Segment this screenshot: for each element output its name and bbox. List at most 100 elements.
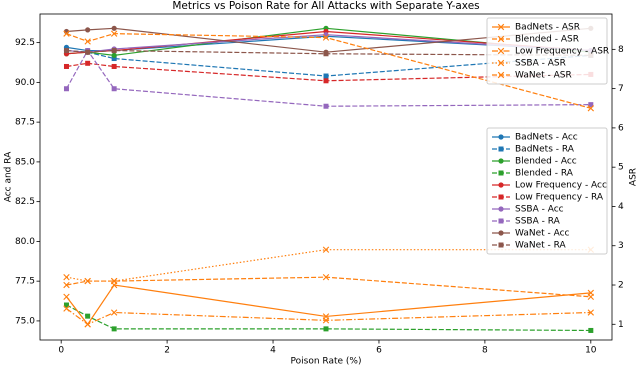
point <box>111 25 117 31</box>
legend-marker <box>498 194 504 200</box>
point <box>322 34 330 41</box>
x-tick-label: 8 <box>482 346 488 356</box>
legend-label: WaNet - RA <box>515 241 566 251</box>
legend: BadNets - ASR Blended - ASR Low Frequency … <box>486 17 609 85</box>
legend-marker <box>498 218 504 224</box>
point <box>587 105 595 112</box>
y-tick-label: 85.0 <box>15 157 35 167</box>
y2-tick-label: 7 <box>618 84 624 94</box>
x-axis-label: Poison Rate (%) <box>291 357 362 367</box>
point <box>85 313 91 319</box>
legend-marker <box>498 134 504 140</box>
x-tick-label: 6 <box>376 346 382 356</box>
legend-label: SSBA - RA <box>515 217 561 227</box>
series-line <box>66 276 591 298</box>
x-tick-label: 10 <box>585 346 597 356</box>
legend-label: Blended - Acc <box>515 157 577 167</box>
legend-label: Low Frequency - ASR <box>515 47 609 57</box>
legend-marker <box>498 242 504 248</box>
legend-box <box>486 17 608 85</box>
y-tick-label: 75.0 <box>15 316 35 326</box>
point <box>587 293 595 300</box>
y2-tick-label: 6 <box>618 123 624 133</box>
y-tick-label: 80.0 <box>15 237 35 247</box>
point <box>111 86 117 92</box>
y-tick-label: 82.5 <box>15 197 35 207</box>
point <box>85 27 91 33</box>
series-line <box>65 49 591 107</box>
legend-marker <box>497 59 505 67</box>
legend-label: BadNets - Acc <box>515 133 578 143</box>
legend-label: SSBA - Acc <box>515 205 564 215</box>
legend-label: Blended - RA <box>515 169 574 179</box>
y2-tick-label: 2 <box>618 281 624 291</box>
x-tick-label: 2 <box>164 346 170 356</box>
legend-label: WaNet - ASR <box>515 71 572 81</box>
point <box>85 60 91 66</box>
point <box>84 38 91 45</box>
y-tick-label: 92.5 <box>15 38 35 48</box>
series-line <box>66 49 591 56</box>
point <box>85 49 91 55</box>
point <box>322 273 330 281</box>
point <box>111 48 117 54</box>
legend-label: Low Frequency - Acc <box>515 181 607 191</box>
legend: BadNets - Acc BadNets - RA Blended - Acc Bl… <box>486 127 608 255</box>
point <box>588 327 594 333</box>
point <box>63 281 70 289</box>
legend-label: BadNets - ASR <box>515 23 580 33</box>
point <box>63 63 69 69</box>
point <box>63 30 70 37</box>
legend-label: WaNet - Acc <box>515 229 570 239</box>
legend-marker <box>498 146 504 152</box>
point <box>111 56 117 62</box>
y2-tick-label: 3 <box>618 241 624 251</box>
legend-marker <box>498 206 504 212</box>
point <box>587 309 595 316</box>
point <box>323 78 329 84</box>
point <box>63 302 69 308</box>
point <box>111 63 117 69</box>
point <box>323 103 329 109</box>
y2-tick-label: 4 <box>618 202 624 212</box>
legend-box <box>486 127 608 255</box>
point <box>323 326 329 332</box>
plot-frame <box>39 13 613 341</box>
point <box>111 326 117 332</box>
point <box>84 277 91 285</box>
y-tick-label: 90.0 <box>15 78 35 88</box>
chart-title: Metrics vs Poison Rate for All Attacks w… <box>172 0 479 12</box>
legend-marker <box>498 182 504 188</box>
point <box>588 102 594 108</box>
point <box>63 305 70 312</box>
point <box>323 73 329 79</box>
series-line <box>66 249 591 282</box>
point <box>322 246 330 253</box>
y2-axis-label: ASR <box>629 168 639 186</box>
legend-label: Blended - ASR <box>515 35 579 45</box>
legend-marker <box>497 35 505 43</box>
legend-marker <box>498 158 504 164</box>
point <box>322 317 330 324</box>
legend-marker <box>498 230 504 236</box>
legend-marker <box>497 23 505 31</box>
x-tick-label: 4 <box>270 346 276 356</box>
y2-tick-label: 5 <box>618 163 624 173</box>
legend-marker <box>498 170 504 176</box>
legend-marker <box>497 71 505 79</box>
y2-tick-label: 1 <box>618 320 624 330</box>
legend-label: Low Frequency - RA <box>515 193 604 203</box>
point <box>63 273 70 281</box>
y-tick-label: 87.5 <box>15 118 35 128</box>
y2-tick-label: 8 <box>618 45 624 55</box>
point <box>63 293 70 300</box>
y-tick-label: 77.5 <box>15 277 35 287</box>
legend-label: SSBA - ASR <box>515 59 566 69</box>
legend-label: BadNets - RA <box>515 145 575 155</box>
point <box>110 30 118 37</box>
legend-marker <box>497 47 505 55</box>
point <box>84 321 91 328</box>
point <box>110 309 118 316</box>
point <box>63 48 69 54</box>
